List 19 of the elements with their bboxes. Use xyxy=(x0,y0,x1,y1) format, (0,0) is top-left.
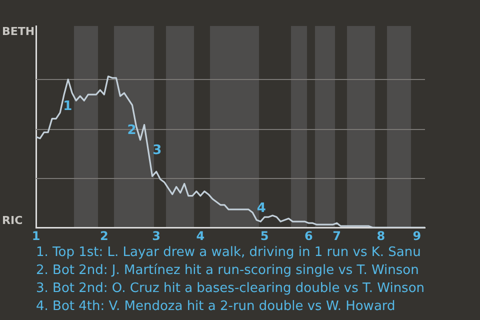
text: 3. Bot 2nd: O. Cruz hit a bases-clearing double vs T. Winson xyxy=(36,280,425,298)
x-tick-label: 6 xyxy=(304,228,313,243)
x-tick-label: 8 xyxy=(376,228,386,243)
text: 1. Top 1st: L. Layar drew a walk, driving in 1 run vs K. Sanu xyxy=(36,244,422,262)
annotation: 4 xyxy=(256,201,266,216)
annotation: 1 xyxy=(63,98,72,114)
x-tick-label: 2 xyxy=(100,228,108,243)
text: RIC xyxy=(2,214,23,227)
x-tick-label: 4 xyxy=(196,228,205,243)
text: 2. Bot 2nd: J. Martínez hit a run-scoring single vs T. Winson xyxy=(36,262,420,280)
annotation: 2 xyxy=(127,122,136,138)
text: 4. Bot 4th: V. Mendoza hit a 2-run double vs W. Howard xyxy=(36,298,396,316)
x-tick-label: 1 xyxy=(32,228,40,243)
x-tick-label: 5 xyxy=(260,228,269,243)
annotation: 3 xyxy=(152,142,162,158)
x-tick-label: 9 xyxy=(412,228,422,243)
text: BETH xyxy=(2,25,35,38)
x-tick-label: 7 xyxy=(332,228,341,243)
x-tick-label: 3 xyxy=(152,228,160,243)
